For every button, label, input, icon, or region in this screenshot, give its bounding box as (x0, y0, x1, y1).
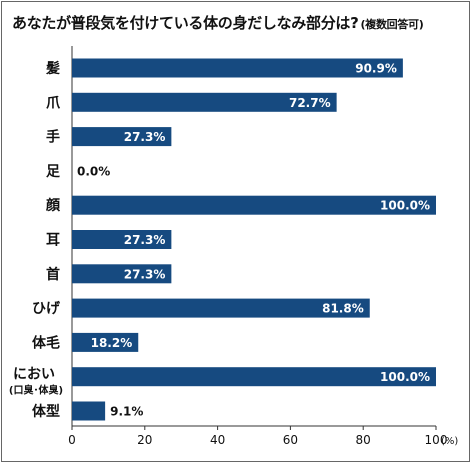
x-tick-label: 20 (137, 433, 152, 447)
category-sublabel: (口臭･体臭) (9, 384, 63, 397)
value-label: 100.0% (380, 199, 430, 213)
title-sub: (複数回答可) (360, 18, 424, 31)
category-label: 顔 (45, 197, 61, 214)
category-label: 手 (46, 129, 60, 146)
value-label: 27.3% (124, 267, 166, 281)
bar (72, 332, 139, 352)
x-tick-label: 0 (68, 433, 76, 447)
category-label: 体型 (32, 403, 60, 420)
bar (72, 298, 370, 318)
value-label: 81.8% (322, 302, 364, 316)
chart-title: あなたが普段気を付けている体の身だしなみ部分は? (複数回答可) (12, 12, 467, 36)
bar (72, 92, 337, 112)
category-label: 髪 (45, 60, 60, 77)
bar (72, 127, 172, 147)
bar (72, 401, 106, 421)
value-label: 27.3% (124, 233, 166, 247)
value-label: 100.0% (380, 370, 430, 384)
category-label: 耳 (46, 233, 60, 249)
value-label: 9.1% (110, 405, 143, 419)
x-unit-label: (%) (441, 436, 458, 447)
value-label: 90.9% (355, 62, 397, 76)
x-tick-label: 40 (210, 433, 225, 447)
x-tick-label: 80 (356, 433, 371, 447)
x-tick-label: 100 (425, 433, 448, 447)
title-main: あなたが普段気を付けている体の身だしなみ部分は? (12, 14, 359, 32)
bar (72, 367, 436, 387)
value-label: 0.0% (77, 164, 110, 178)
value-label: 72.7% (289, 96, 331, 110)
bar (72, 195, 436, 215)
category-label: におい (13, 367, 55, 383)
value-label: 18.2% (91, 336, 133, 350)
category-label: 体毛 (32, 334, 60, 351)
value-label: 27.3% (124, 130, 166, 144)
x-tick-label: 60 (283, 433, 298, 447)
bar (72, 264, 172, 284)
category-label: ひげ (32, 301, 61, 317)
category-label: 足 (46, 164, 61, 180)
bar (72, 58, 403, 78)
bar (72, 230, 172, 249)
category-label: 爪 (46, 95, 61, 111)
category-label: 首 (46, 266, 60, 283)
